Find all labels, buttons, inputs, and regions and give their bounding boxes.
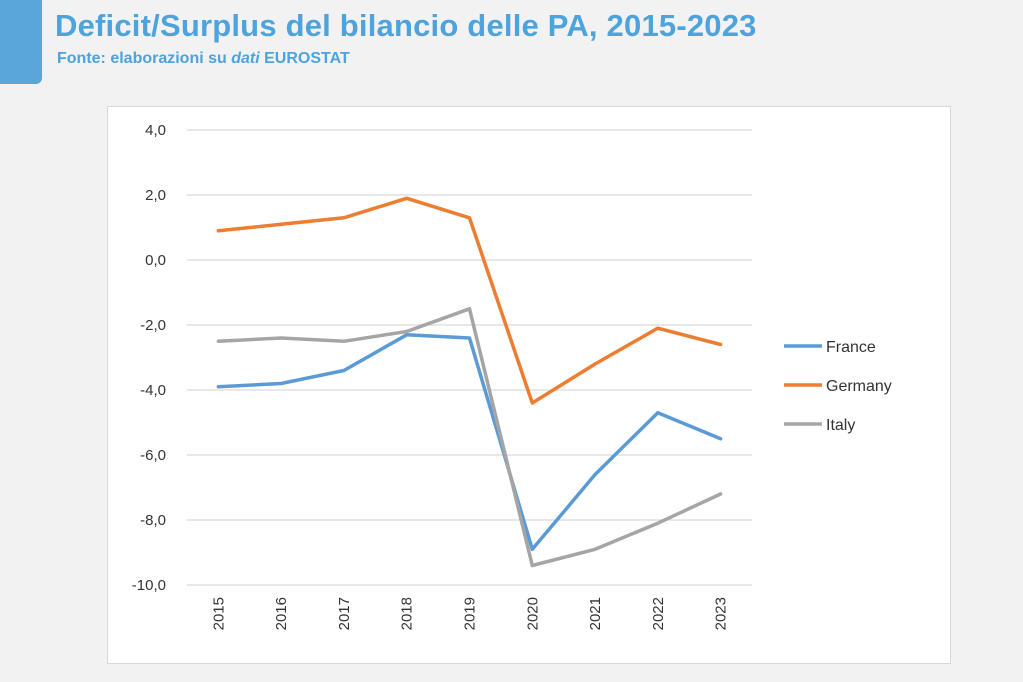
- gridlines: [187, 129, 752, 586]
- page-title: Deficit/Surplus del bilancio delle PA, 2…: [55, 8, 757, 43]
- chart-panel: 4,0 2,0 0,0 -2,0 -4,0 -6,0 -8,0 -10,0 2015 2016 2…: [107, 106, 951, 664]
- x-tick-label: 2016: [273, 597, 290, 630]
- legend-label-france: France: [826, 339, 876, 356]
- x-tick-label: 2017: [336, 597, 353, 630]
- x-tick-label: 2015: [210, 597, 227, 630]
- y-tick-label: -2,0: [140, 317, 166, 334]
- x-axis-tick-labels: 2015 2016 2017 2018 2019 2020 2021 2022 2023: [210, 597, 729, 630]
- series-lines: [216, 196, 723, 568]
- legend-label-germany: Germany: [826, 378, 892, 395]
- page-subtitle: Fonte: elaborazioni su dati EUROSTAT: [57, 50, 350, 68]
- subtitle-suffix: EUROSTAT: [259, 50, 350, 67]
- series-line-france: [216, 333, 723, 552]
- x-tick-label: 2023: [713, 597, 730, 630]
- x-tick-label: 2022: [650, 597, 667, 630]
- header-accent-tab: [0, 0, 42, 84]
- y-tick-label: 0,0: [145, 252, 166, 269]
- x-tick-label: 2020: [524, 597, 541, 630]
- y-axis-tick-labels: 4,0 2,0 0,0 -2,0 -4,0 -6,0 -8,0 -10,0: [132, 122, 166, 594]
- x-tick-label: 2018: [399, 597, 416, 630]
- subtitle-prefix: Fonte: elaborazioni su: [57, 50, 232, 67]
- y-tick-label: -8,0: [140, 512, 166, 529]
- y-tick-label: 4,0: [145, 122, 166, 139]
- x-tick-label: 2021: [587, 597, 604, 630]
- subtitle-emphasis: dati: [231, 50, 260, 67]
- y-tick-label: 2,0: [145, 187, 166, 204]
- legend: France Germany Italy: [784, 339, 892, 434]
- line-chart: 4,02,00,0-2,0-4,0-6,0-8,0-10,0 2015 2016 2…: [132, 122, 892, 630]
- y-tick-label: -6,0: [140, 447, 166, 464]
- y-tick-label: -4,0: [140, 382, 166, 399]
- series-line-italy: [216, 307, 723, 568]
- y-tick-label: -10,0: [132, 577, 166, 594]
- legend-label-italy: Italy: [826, 417, 855, 434]
- series-line-germany: [216, 196, 723, 405]
- x-tick-label: 2019: [462, 597, 479, 630]
